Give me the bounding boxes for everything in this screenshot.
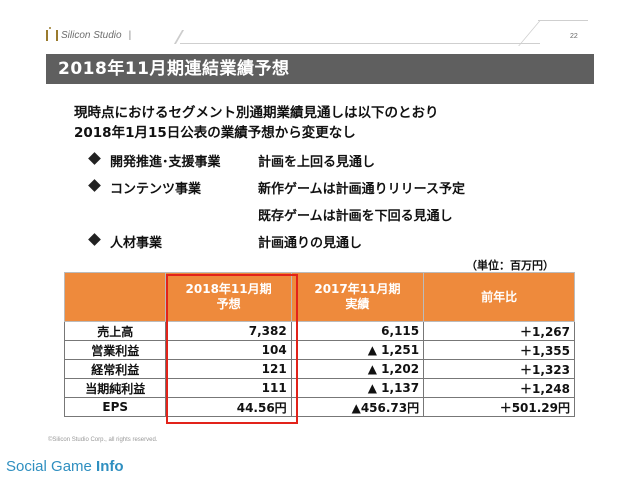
header-rule-right [538, 20, 588, 45]
segment-name: 開発推進･支援事業 [110, 155, 221, 170]
row-label: 当期純利益 [63, 378, 167, 398]
forecast-value: 7,382 [165, 321, 292, 341]
table-header-row: 2018年11月期 予想 2017年11月期 実績 前年比 [63, 272, 575, 322]
actual-value: ▲ 1,202 [290, 359, 425, 379]
diamond-bullet-icon [88, 152, 101, 165]
diamond-bullet-icon [88, 179, 101, 192]
forecast-table: 2018年11月期 予想 2017年11月期 実績 前年比 売上高 7,382 … [63, 272, 575, 417]
yoy-value: ＋1,355 [423, 340, 575, 360]
intro-text: 現時点におけるセグメント別通期業績見通しは以下のとおり 2018年1月15日公表… [74, 103, 439, 143]
forecast-value: 44.56円 [165, 397, 292, 417]
segment-outlook: 新作ゲームは計画通りリリース予定 [258, 182, 465, 197]
row-label: 売上高 [63, 321, 167, 341]
table-row: 営業利益 104 ▲ 1,251 ＋1,355 [63, 340, 575, 360]
watermark-text-bold: Info [96, 458, 124, 475]
segment-outlook: 計画を上回る見通し [258, 155, 376, 170]
table-row: 売上高 7,382 6,115 ＋1,267 [63, 321, 575, 341]
header-line: 2018年11月期 [185, 282, 272, 296]
actual-value: 6,115 [290, 321, 425, 341]
segment-outlook: 計画通りの見通し [258, 236, 363, 251]
logo-text: Silicon Studio [61, 30, 122, 41]
table-row: EPS 44.56円 ▲456.73円 ＋501.29円 [63, 397, 575, 417]
segment-outlook: 既存ゲームは計画を下回る見通し [258, 209, 453, 224]
table-row: 当期純利益 111 ▲ 1,137 ＋1,248 [63, 378, 575, 398]
slide-title: 2018年11月期連結業績予想 [46, 54, 594, 84]
forecast-value: 104 [165, 340, 292, 360]
intro-line-1: 現時点におけるセグメント別通期業績見通しは以下のとおり [74, 105, 439, 121]
actual-value: ▲ 1,137 [290, 378, 425, 398]
actual-value: ▲456.73円 [290, 397, 425, 417]
diamond-bullet-icon [88, 233, 101, 246]
yoy-value: ＋501.29円 [423, 397, 575, 417]
company-logo: Silicon Studio | [46, 27, 132, 41]
header-decoration [173, 30, 185, 44]
unit-label: （単位：百万円） [466, 259, 554, 272]
row-label: EPS [63, 397, 167, 417]
segment-name: コンテンツ事業 [110, 182, 202, 197]
watermark: Social Game Info [6, 458, 124, 475]
watermark-text: Social Game [6, 458, 97, 475]
logo-separator: | [128, 30, 132, 41]
table-corner-cell [63, 272, 167, 322]
yoy-value: ＋1,323 [423, 359, 575, 379]
logo-mark-icon [46, 27, 58, 41]
header-line: 実績 [345, 297, 370, 311]
copyright-notice: ©Silicon Studio Corp., all rights reserv… [48, 437, 158, 443]
segment-name: 人材事業 [110, 236, 163, 251]
actual-value: ▲ 1,251 [290, 340, 425, 360]
header-line: 前年比 [481, 289, 518, 304]
header-line: 2017年11月期 [314, 282, 401, 296]
header-fy2017-actual: 2017年11月期 実績 [290, 272, 425, 322]
header-rule [180, 43, 540, 44]
yoy-value: ＋1,248 [423, 378, 575, 398]
header-line: 予想 [216, 297, 241, 311]
intro-line-2: 2018年1月15日公表の業績予想から変更なし [74, 125, 356, 141]
header-yoy: 前年比 [423, 272, 575, 322]
table-row: 経常利益 121 ▲ 1,202 ＋1,323 [63, 359, 575, 379]
row-label: 経常利益 [63, 359, 167, 379]
page-number: 22 [570, 33, 578, 40]
row-label: 営業利益 [63, 340, 167, 360]
forecast-value: 121 [165, 359, 292, 379]
yoy-value: ＋1,267 [423, 321, 575, 341]
header-fy2018-forecast: 2018年11月期 予想 [165, 272, 292, 322]
forecast-value: 111 [165, 378, 292, 398]
